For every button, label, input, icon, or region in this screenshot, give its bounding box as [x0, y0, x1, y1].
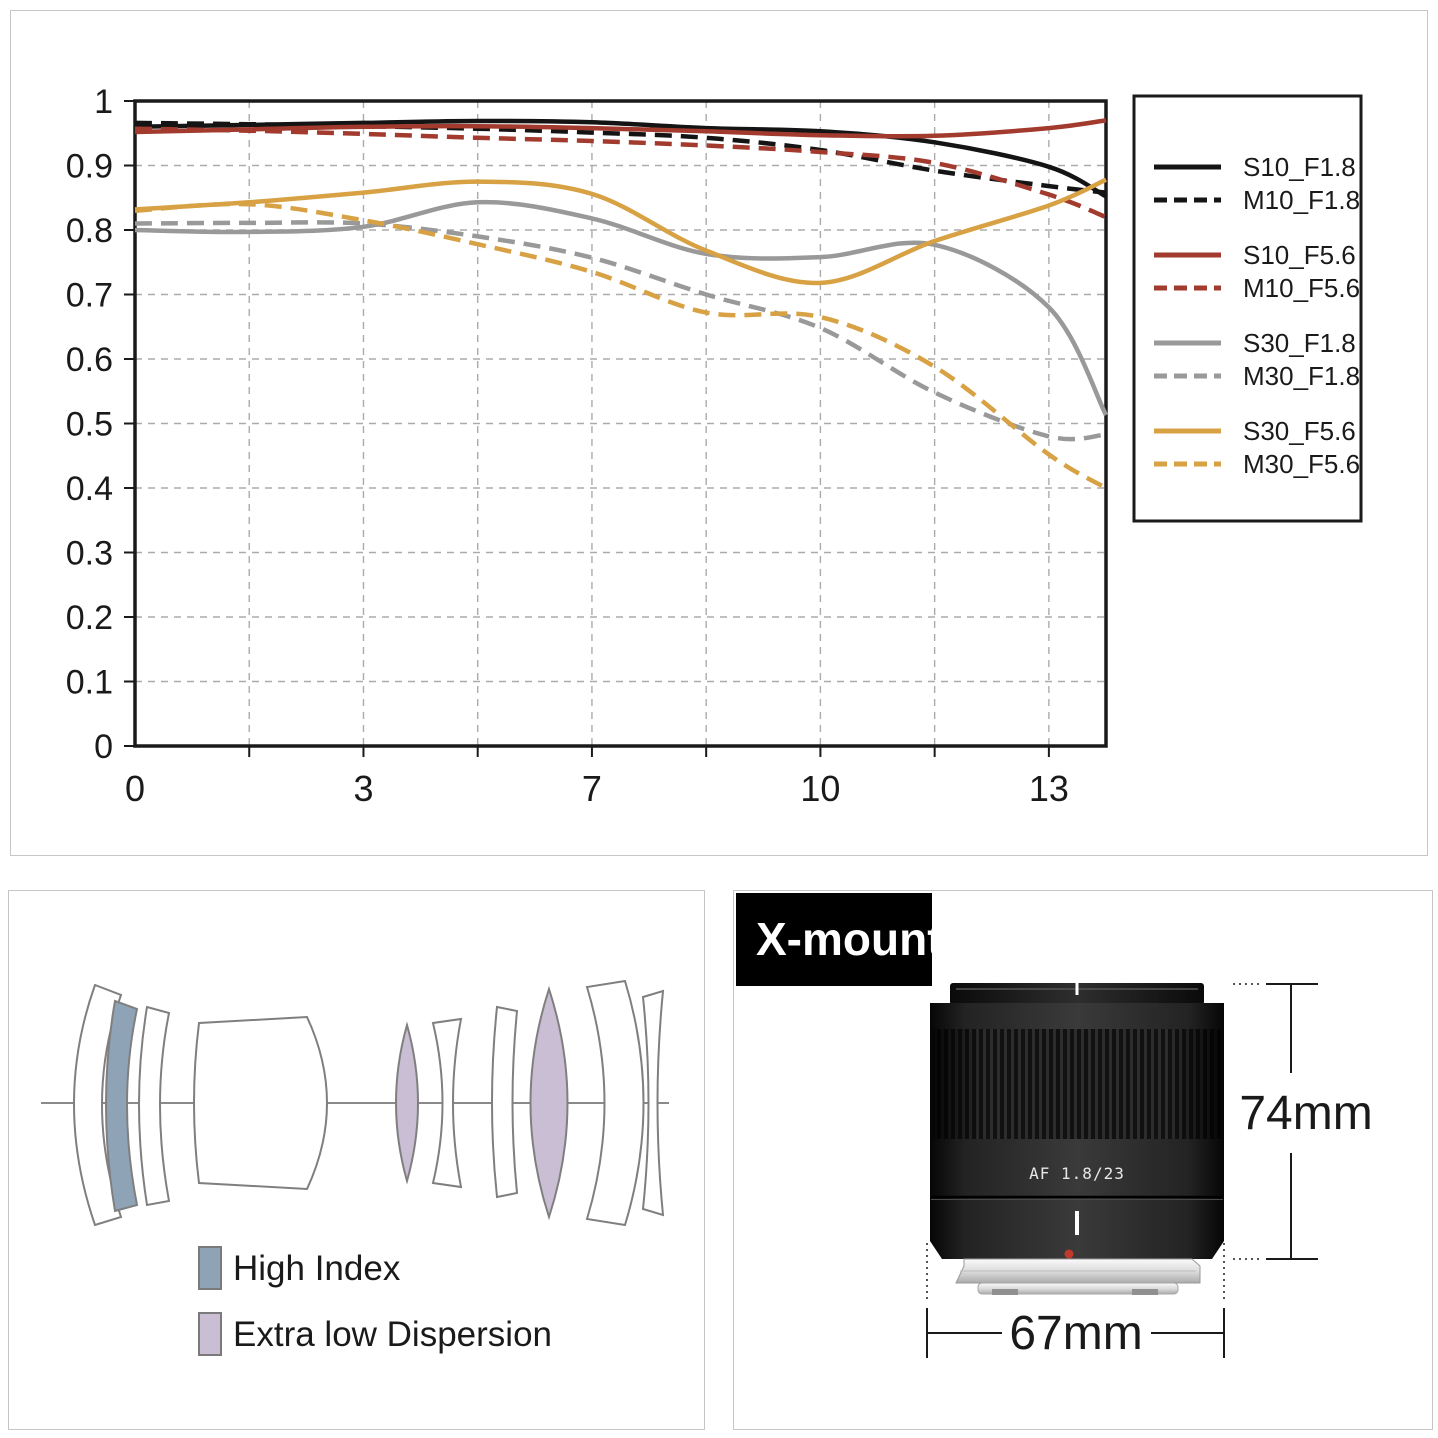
height-dimension-label: 74mm — [1239, 1087, 1372, 1140]
lens-diagram-panel: High Index Extra low Dispersion — [8, 890, 705, 1430]
lens-element-7 — [491, 1005, 519, 1199]
lens-element-10 — [641, 989, 665, 1217]
y-tick-label: 0.7 — [66, 277, 113, 315]
legend-label-M30_F5.6: M30_F5.6 — [1243, 449, 1360, 479]
y-tick-label: 0.5 — [66, 406, 113, 444]
y-tick-label: 1 — [94, 83, 113, 121]
x-tick-label: 13 — [1029, 768, 1069, 809]
y-tick-label: 0.1 — [66, 664, 113, 702]
bayonet-tab-right — [1132, 1289, 1158, 1295]
x-tick-label: 0 — [125, 768, 145, 809]
lens-photo-figure: X-mount AF 1.8/23 — [736, 893, 1373, 1360]
curve-S10_F5.6 — [134, 118, 1107, 139]
lens-engraving: AF 1.8/23 — [1029, 1164, 1125, 1183]
chart-legend-box — [1132, 94, 1363, 523]
height-dimension — [1233, 983, 1318, 1260]
width-dimension — [926, 1243, 1225, 1358]
curve-M10_F1.8 — [134, 120, 1107, 195]
y-tick-label: 0.3 — [66, 535, 113, 573]
y-tick-label: 0.4 — [66, 470, 113, 508]
legend-label-M30_F1.8: M30_F1.8 — [1243, 361, 1360, 391]
mount-panel: X-mount AF 1.8/23 — [733, 890, 1433, 1430]
lens-element-8-ed — [529, 985, 569, 1221]
y-tick-label: 0.6 — [66, 341, 113, 379]
curve-M30_F1.8 — [134, 220, 1107, 442]
mtf-chart: 1 0.9 0.8 0.7 0.6 0.5 0.4 0.3 0.2 0.1 00 3 7 10 13 S10_… — [66, 83, 1363, 809]
y-tick-label: 0.9 — [66, 148, 113, 186]
width-dimension-label: 67mm — [1009, 1307, 1142, 1360]
extra-low-dispersion-label: Extra low Dispersion — [233, 1315, 552, 1354]
lens-element-3 — [138, 1005, 171, 1207]
lens-diagram: High Index Extra low Dispersion — [41, 979, 669, 1356]
high-index-swatch — [198, 1246, 222, 1290]
focus-ring-shading — [933, 1029, 1221, 1139]
legend-label-M10_F1.8: M10_F1.8 — [1243, 185, 1360, 215]
legend-label-S10_F5.6: S10_F5.6 — [1243, 240, 1356, 270]
x-mount-badge-label: X-mount — [756, 913, 943, 965]
legend-label-S30_F1.8: S30_F1.8 — [1243, 328, 1356, 358]
legend-label-S30_F5.6: S30_F5.6 — [1243, 416, 1356, 446]
x-mount-badge — [736, 893, 932, 986]
legend-label-M10_F5.6: M10_F5.6 — [1243, 273, 1360, 303]
lens-element-1 — [73, 983, 123, 1227]
high-index-label: High Index — [233, 1249, 401, 1288]
bayonet-ring — [977, 1282, 1179, 1295]
mount-alignment-dot — [1064, 1249, 1074, 1259]
curve-M10_F5.6 — [134, 126, 1107, 220]
extra-low-dispersion-swatch — [198, 1312, 222, 1356]
x-tick-label: 7 — [582, 768, 602, 809]
lens-photo: AF 1.8/23 — [930, 983, 1224, 1295]
curve-S30_F1.8 — [134, 199, 1108, 417]
y-tick-label: 0 — [94, 728, 113, 766]
curve-M30_F5.6 — [134, 201, 1108, 490]
bayonet-tab-left — [992, 1289, 1018, 1295]
y-tick-label: 0.8 — [66, 212, 113, 250]
y-tick-label: 0.2 — [66, 599, 113, 637]
lens-element-6 — [431, 1017, 463, 1189]
mtf-chart-panel: 1 0.9 0.8 0.7 0.6 0.5 0.4 0.3 0.2 0.1 0 0 3 7 10 13 S10_… — [10, 10, 1428, 856]
x-tick-label: 3 — [353, 768, 373, 809]
lens-element-9 — [585, 979, 645, 1227]
x-tick-label: 10 — [800, 768, 840, 809]
curve-S30_F5.6 — [134, 177, 1107, 286]
lens-element-4 — [193, 1015, 328, 1191]
lens-element-2-high-index — [105, 999, 139, 1213]
lens-element-5-ed — [395, 1021, 419, 1185]
legend-label-S10_F1.8: S10_F1.8 — [1243, 152, 1356, 182]
